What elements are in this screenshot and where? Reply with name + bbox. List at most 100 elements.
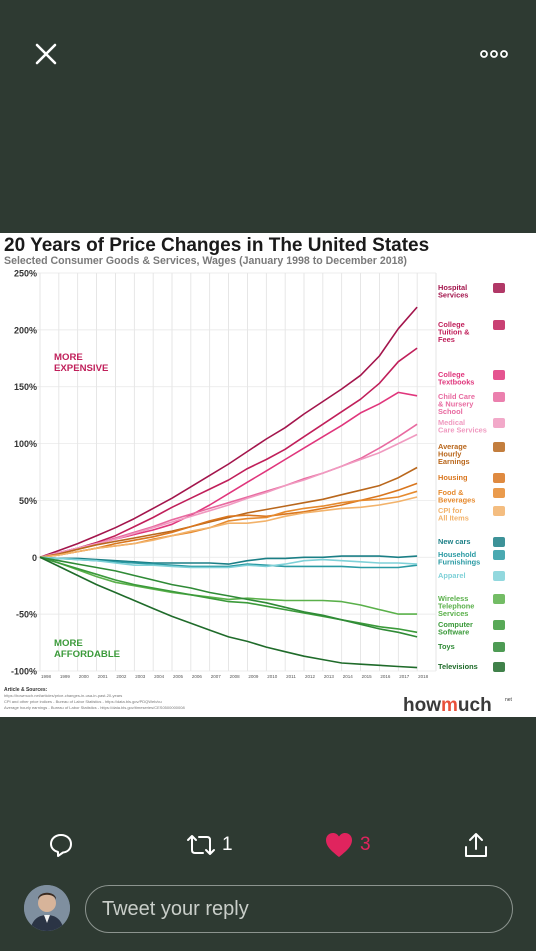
brand-suffix: net [505, 697, 513, 703]
close-button[interactable] [28, 36, 64, 72]
reply-composer [0, 880, 536, 940]
series-pictogram-icon [493, 283, 505, 293]
annotation-line: MORE [54, 638, 83, 649]
series-label-line: CPI for [438, 506, 462, 515]
series-label-line: Beverages [438, 496, 475, 505]
y-tick-label: -100% [11, 667, 37, 677]
top-bar [0, 0, 536, 110]
series-label-line: & Nursery [438, 400, 474, 409]
series-line [39, 556, 418, 669]
series-label-line: Medical [438, 418, 465, 427]
series-label-line: Housing [438, 473, 468, 482]
x-tick-label: 2010 [267, 674, 278, 679]
series-label: Toys [438, 642, 455, 651]
reply-button[interactable] [48, 830, 80, 860]
retweet-icon [187, 835, 215, 855]
series-pictogram-icon [493, 392, 505, 402]
series-label: College Tuition & Fees [438, 320, 470, 344]
brand-logo: howmuch net [403, 695, 513, 716]
annotation-more-affordable-text: MORE AFFORDABLE [54, 638, 121, 660]
series-line [39, 555, 418, 565]
series-label: CPI for All Items [438, 506, 469, 523]
x-tick-label: 2012 [305, 674, 316, 679]
x-tick-label: 2005 [173, 674, 184, 679]
series-pictogram-icon [493, 620, 505, 630]
annotation-line: MORE [54, 352, 83, 363]
y-tick-label: 0 [32, 553, 37, 563]
series-pictogram-icon [493, 442, 505, 452]
share-button[interactable] [463, 830, 489, 860]
series-pictogram-icon [493, 642, 505, 652]
series-pictogram-icon [493, 370, 505, 380]
x-tick-label: 1998 [41, 674, 52, 679]
more-icon [480, 50, 508, 58]
chart-image: 20 Years of Price Changes in The United … [4, 235, 513, 716]
retweet-count: 1 [222, 834, 233, 855]
series-label-line: Fees [438, 335, 455, 344]
chart-series [39, 306, 418, 669]
series-pictogram-icon [493, 418, 505, 428]
x-tick-label: 2016 [380, 674, 391, 679]
brand-name: howmuch [403, 695, 492, 716]
series-pictogram-icon [493, 571, 505, 581]
series-label: Computer Software [438, 620, 473, 637]
series-label: New cars [438, 537, 470, 546]
like-button[interactable]: 3 [324, 830, 371, 860]
annotation-more-expensive-text: MORE EXPENSIVE [54, 352, 109, 374]
series-label: Televisions [438, 662, 478, 671]
annotation-line: EXPENSIVE [54, 363, 109, 374]
series-label-line: Tuition & [438, 328, 470, 337]
chart-subtitle: Selected Consumer Goods & Services, Wage… [4, 255, 407, 267]
series-line [39, 556, 418, 569]
more-options-button[interactable] [474, 40, 514, 68]
media-image[interactable]: 20 Years of Price Changes in The United … [0, 233, 536, 717]
series-line [39, 306, 418, 559]
avatar-image [24, 885, 70, 931]
sources-heading: Article & Sources: [4, 687, 48, 693]
x-tick-label: 2011 [286, 674, 296, 679]
series-label: Household Furnishings [438, 550, 480, 567]
series-label-line: Computer [438, 620, 473, 629]
series-line [39, 556, 418, 638]
source-line-3: Average hourly earnings - Bureau of Labo… [4, 705, 185, 710]
x-tick-label: 2015 [362, 674, 373, 679]
x-tick-label: 2000 [79, 674, 90, 679]
series-label-line: Food & [438, 488, 464, 497]
series-label-line: Apparel [438, 571, 466, 580]
series-pictogram-icon [493, 662, 505, 672]
series-line [39, 347, 418, 559]
x-tick-label: 2001 [98, 674, 109, 679]
series-label-line: Wireless [438, 594, 468, 603]
x-tick-label: 1999 [60, 674, 71, 679]
series-label: Food & Beverages [438, 488, 475, 505]
series-pictogram-icon [493, 550, 505, 560]
y-tick-label: 50% [19, 496, 37, 506]
x-tick-label: 2006 [192, 674, 203, 679]
x-axis: 1998 1999 2000 2001 2002 2003 2004 2005 2006 2007… [41, 674, 429, 679]
series-label: Average Hourly Earnings [438, 442, 470, 466]
brand-name-part-1: how [403, 695, 441, 716]
y-tick-label: 100% [14, 439, 37, 449]
series-label-line: Hospital [438, 283, 467, 292]
series-label-line: Furnishings [438, 558, 480, 567]
tweet-action-bar: 1 3 [0, 822, 536, 868]
series-pictogram-icon [493, 594, 505, 604]
avatar[interactable] [24, 885, 70, 931]
chart-grid [36, 272, 437, 672]
retweet-button[interactable]: 1 [186, 830, 233, 860]
series-pictogram-icon [493, 506, 505, 516]
series-label-line: Televisions [438, 662, 478, 671]
series-label-line: Average [438, 442, 467, 451]
series-label: Wireless Telephone Services [438, 594, 474, 618]
series-label: College Textbooks [438, 370, 474, 387]
series-label-line: School [438, 407, 463, 416]
series-label-line: All Items [438, 514, 469, 523]
brand-name-part-3: uch [458, 695, 492, 716]
series-line [39, 433, 418, 559]
reply-input[interactable] [85, 885, 513, 933]
series-line [39, 556, 418, 615]
like-count: 3 [360, 834, 371, 855]
series-label-line: New cars [438, 537, 470, 546]
x-tick-label: 2003 [135, 674, 146, 679]
